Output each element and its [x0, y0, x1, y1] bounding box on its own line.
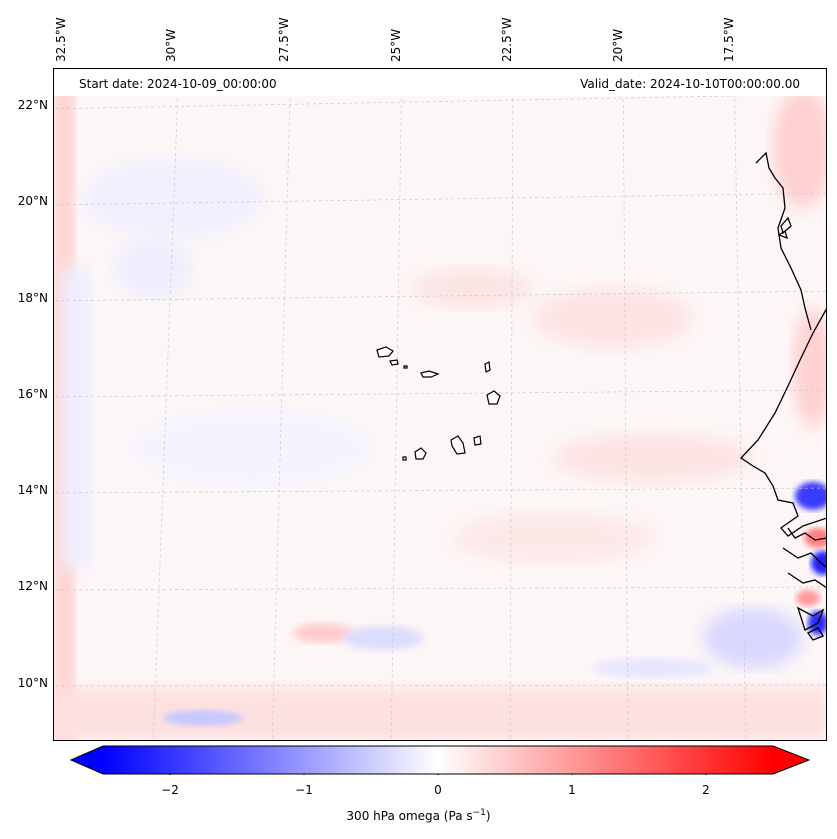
lon-label: 25°W [389, 28, 403, 62]
colorbar-label-exponent: −1 [472, 808, 486, 818]
map-panel [53, 68, 827, 741]
graticule [53, 68, 827, 741]
lat-label: 18°N [17, 291, 48, 305]
lon-label: 17.5°W [722, 17, 736, 62]
colorbar-label-text: 300 hPa omega (Pa s [346, 809, 473, 823]
lon-label: 27.5°W [277, 17, 291, 62]
colorbar-label: 300 hPa omega (Pa s−1) [0, 808, 837, 823]
colorbar-tick: 2 [702, 783, 710, 797]
africa-coastline [739, 151, 827, 641]
lon-label: 30°W [164, 28, 178, 62]
lat-label: 22°N [17, 98, 48, 112]
cape-verde-islands [376, 346, 501, 461]
lon-label: 20°W [611, 28, 625, 62]
lat-label: 20°N [17, 194, 48, 208]
colorbar-tick: −2 [161, 783, 179, 797]
start-date-label: Start date: 2024-10-09_00:00:00 [79, 77, 277, 91]
lat-label: 12°N [17, 579, 48, 593]
colorbar-label-close: ) [485, 809, 491, 823]
lat-label: 16°N [17, 387, 48, 401]
colorbar [70, 745, 810, 775]
valid-date-label: Valid_date: 2024-10-10T00:00:00.00 [580, 77, 800, 91]
omega-field [53, 68, 827, 741]
lat-label: 14°N [17, 483, 48, 497]
colorbar-tick: 0 [434, 783, 442, 797]
colorbar-tick: 1 [568, 783, 576, 797]
lat-label: 10°N [17, 676, 48, 690]
colorbar-tick: −1 [295, 783, 313, 797]
lon-label: 22.5°W [500, 17, 514, 62]
lon-label: 32.5°W [54, 17, 68, 62]
